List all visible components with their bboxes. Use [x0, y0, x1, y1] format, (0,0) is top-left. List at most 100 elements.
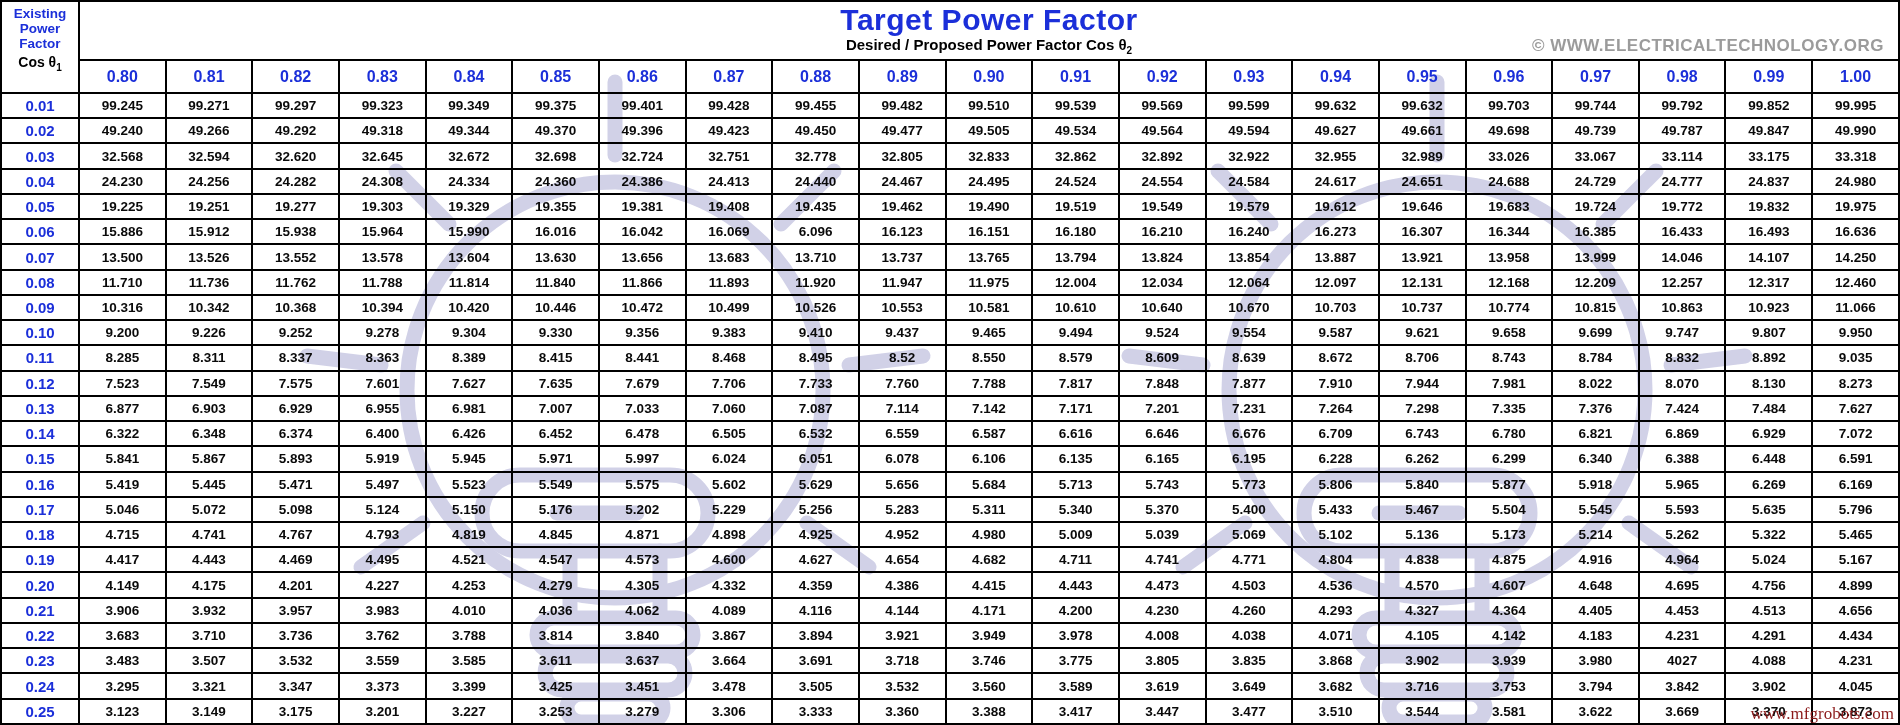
multiplier-cell: 3.507	[166, 648, 253, 673]
table-row: 0.165.4195.4455.4715.4975.5235.5495.5755…	[1, 472, 1899, 497]
multiplier-cell: 16.180	[1032, 219, 1119, 244]
column-header: 0.93	[1206, 60, 1293, 93]
multiplier-cell: 4.008	[1119, 623, 1206, 648]
multiplier-cell: 9.658	[1466, 320, 1553, 345]
multiplier-cell: 5.841	[79, 446, 166, 471]
multiplier-cell: 10.420	[426, 295, 513, 320]
multiplier-cell: 3.649	[1206, 673, 1293, 698]
multiplier-cell: 99.401	[599, 93, 686, 118]
multiplier-cell: 4.871	[599, 522, 686, 547]
multiplier-cell: 12.257	[1639, 270, 1726, 295]
multiplier-cell: 24.230	[79, 169, 166, 194]
multiplier-cell: 10.499	[686, 295, 773, 320]
multiplier-cell: 13.710	[772, 244, 859, 269]
multiplier-cell: 5.009	[1032, 522, 1119, 547]
multiplier-cell: 3.637	[599, 648, 686, 673]
multiplier-cell: 5.311	[946, 497, 1033, 522]
multiplier-cell: 4.231	[1812, 648, 1899, 673]
multiplier-cell: 10.316	[79, 295, 166, 320]
power-factor-multiplier-table: Existing Power Factor Cos θ1 Target Powe…	[0, 0, 1900, 725]
row-header: 0.25	[1, 699, 79, 724]
multiplier-cell: 8.363	[339, 345, 426, 370]
row-header: 0.24	[1, 673, 79, 698]
multiplier-cell: 4.756	[1725, 572, 1812, 597]
multiplier-cell: 3.753	[1466, 673, 1553, 698]
multiplier-cell: 13.552	[252, 244, 339, 269]
multiplier-cell: 6.096	[772, 219, 859, 244]
multiplier-cell: 5.262	[1639, 522, 1726, 547]
multiplier-cell: 5.283	[859, 497, 946, 522]
multiplier-cell: 6.195	[1206, 446, 1293, 471]
multiplier-cell: 33.026	[1466, 143, 1553, 168]
row-header: 0.20	[1, 572, 79, 597]
multiplier-cell: 10.923	[1725, 295, 1812, 320]
multiplier-cell: 5.918	[1552, 472, 1639, 497]
multiplier-cell: 49.990	[1812, 118, 1899, 143]
multiplier-cell: 3.585	[426, 648, 513, 673]
table-row: 0.0910.31610.34210.36810.39410.42010.446…	[1, 295, 1899, 320]
multiplier-cell: 4.521	[426, 547, 513, 572]
multiplier-cell: 15.912	[166, 219, 253, 244]
table-row: 0.0199.24599.27199.29799.32399.34999.375…	[1, 93, 1899, 118]
multiplier-cell: 49.450	[772, 118, 859, 143]
multiplier-cell: 99.852	[1725, 93, 1812, 118]
multiplier-cell: 19.490	[946, 194, 1033, 219]
multiplier-cell: 3.451	[599, 673, 686, 698]
multiplier-cell: 6.646	[1119, 421, 1206, 446]
multiplier-cell: 4.116	[772, 598, 859, 623]
multiplier-cell: 6.616	[1032, 421, 1119, 446]
row-header: 0.09	[1, 295, 79, 320]
multiplier-cell: 5.124	[339, 497, 426, 522]
multiplier-cell: 4.600	[686, 547, 773, 572]
multiplier-cell: 16.016	[512, 219, 599, 244]
multiplier-cell: 13.921	[1379, 244, 1466, 269]
multiplier-cell: 19.975	[1812, 194, 1899, 219]
row-header: 0.06	[1, 219, 79, 244]
multiplier-cell: 3.867	[686, 623, 773, 648]
multiplier-cell: 3.295	[79, 673, 166, 698]
multiplier-cell: 4.279	[512, 572, 599, 597]
multiplier-cell: 5.433	[1292, 497, 1379, 522]
multiplier-cell: 5.965	[1639, 472, 1726, 497]
multiplier-cell: 7.635	[512, 371, 599, 396]
multiplier-cell: 11.893	[686, 270, 773, 295]
multiplier-cell: 4.045	[1812, 673, 1899, 698]
multiplier-cell: 13.765	[946, 244, 1033, 269]
row-header: 0.16	[1, 472, 79, 497]
multiplier-cell: 3.532	[859, 673, 946, 698]
multiplier-cell: 4.845	[512, 522, 599, 547]
multiplier-cell: 5.322	[1725, 522, 1812, 547]
multiplier-cell: 7.817	[1032, 371, 1119, 396]
multiplier-cell: 6.299	[1466, 446, 1553, 471]
multiplier-cell: 24.334	[426, 169, 513, 194]
multiplier-cell: 4.183	[1552, 623, 1639, 648]
multiplier-cell: 33.318	[1812, 143, 1899, 168]
multiplier-cell: 6.374	[252, 421, 339, 446]
multiplier-cell: 5.465	[1812, 522, 1899, 547]
multiplier-cell: 6.322	[79, 421, 166, 446]
multiplier-cell: 32.568	[79, 143, 166, 168]
multiplier-cell: 19.329	[426, 194, 513, 219]
multiplier-cell: 3.399	[426, 673, 513, 698]
multiplier-cell: 3.894	[772, 623, 859, 648]
multiplier-cell: 16.385	[1552, 219, 1639, 244]
multiplier-cell: 4.305	[599, 572, 686, 597]
multiplier-cell: 49.505	[946, 118, 1033, 143]
multiplier-cell: 3.306	[686, 699, 773, 724]
multiplier-cell: 19.435	[772, 194, 859, 219]
multiplier-cell: 3.478	[686, 673, 773, 698]
multiplier-cell: 7.171	[1032, 396, 1119, 421]
multiplier-cell: 9.278	[339, 320, 426, 345]
multiplier-cell: 4.819	[426, 522, 513, 547]
row-header: 0.19	[1, 547, 79, 572]
column-header: 0.85	[512, 60, 599, 93]
multiplier-cell: 3.949	[946, 623, 1033, 648]
multiplier-cell: 8.337	[252, 345, 339, 370]
multiplier-cell: 4.536	[1292, 572, 1379, 597]
multiplier-cell: 13.958	[1466, 244, 1553, 269]
multiplier-cell: 16.433	[1639, 219, 1726, 244]
column-header: 0.83	[339, 60, 426, 93]
multiplier-cell: 49.396	[599, 118, 686, 143]
multiplier-cell: 16.493	[1725, 219, 1812, 244]
multiplier-cell: 13.683	[686, 244, 773, 269]
